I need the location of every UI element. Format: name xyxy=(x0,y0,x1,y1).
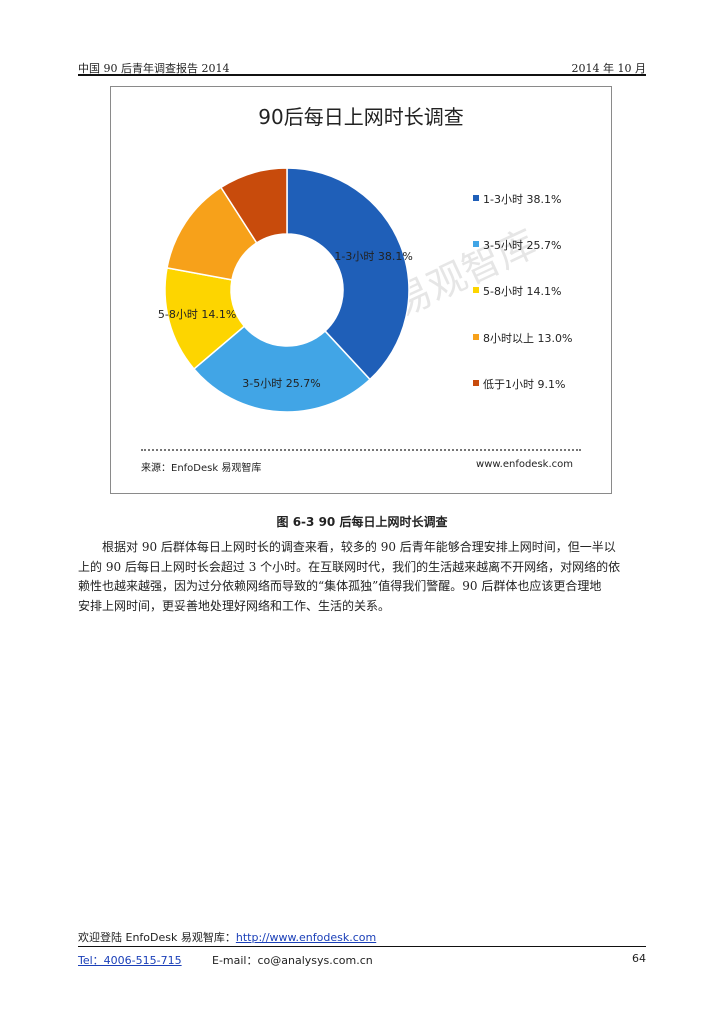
legend-label: 低于1小时 9.1% xyxy=(483,378,566,391)
legend-label: 8小时以上 13.0% xyxy=(483,332,573,345)
slice-data-label: 1-3小时 38.1% xyxy=(334,250,412,263)
footer-url-link[interactable]: http://www.enfodesk.com xyxy=(235,931,377,944)
figure-caption: 图 6-3 90 后每日上网时长调查 xyxy=(276,515,448,529)
legend-swatch xyxy=(473,195,479,201)
legend-swatch xyxy=(473,241,479,247)
footer-tel-link[interactable]: Tel：4006-515-715 xyxy=(78,954,182,967)
header-report-title: 中国 90 后青年调查报告 2014 xyxy=(78,62,230,75)
donut-slice xyxy=(286,167,410,381)
chart-frame: 90后每日上网时长调查 易观智库 1-3小时 38.1% 3-5小时 25.7% 5-… xyxy=(110,86,612,494)
donut-slice xyxy=(192,325,372,413)
page-number: 64 xyxy=(632,952,646,965)
chart-source-url: www.enfodesk.com xyxy=(476,459,573,470)
footer-divider xyxy=(78,946,646,947)
legend-label: 1-3小时 38.1% xyxy=(483,193,562,206)
donut-slice xyxy=(219,167,288,244)
source-divider xyxy=(141,449,581,451)
legend-swatch xyxy=(473,287,479,293)
paragraph-line: 根据对 90 后群体每日上网时长的调查来看，较多的 90 后青年能够合理安排上网… xyxy=(102,540,616,554)
paragraph-line: 安排上网时间，更妥善地处理好网络和工作、生活的关系。 xyxy=(78,598,391,613)
slice-data-label: 5-8小时 14.1% xyxy=(158,308,236,321)
header-divider xyxy=(78,74,646,76)
paragraph-line: 上的 90 后每日上网时长会超过 3 个小时。在互联网时代，我们的生活越来越离不… xyxy=(78,559,621,574)
slice-data-label: 3-5小时 25.7% xyxy=(242,377,320,390)
footer-welcome: 欢迎登陆 EnfoDesk 易观智库：http://www.enfodesk.c… xyxy=(78,929,376,945)
chart-title: 90后每日上网时长调查 xyxy=(258,105,464,129)
paragraph-line: 赖性也越来越强，因为过分依赖网络而导致的“集体孤独”值得我们警醒。90 后群体也… xyxy=(78,579,602,593)
legend-swatch xyxy=(473,334,479,340)
header-date: 2014 年 10 月 xyxy=(571,62,646,75)
footer-email: E-mail：co@analysys.com.cn xyxy=(212,954,373,967)
legend-label: 5-8小时 14.1% xyxy=(483,285,562,298)
body-paragraph: 根据对 90 后群体每日上网时长的调查来看，较多的 90 后青年能够合理安排上网… xyxy=(78,538,646,616)
chart-source: 来源：EnfoDesk 易观智库 xyxy=(141,463,262,474)
legend-label: 3-5小时 25.7% xyxy=(483,239,562,252)
legend-swatch xyxy=(473,380,479,386)
footer-welcome-text: 欢迎登陆 EnfoDesk 易观智库： xyxy=(78,931,236,944)
